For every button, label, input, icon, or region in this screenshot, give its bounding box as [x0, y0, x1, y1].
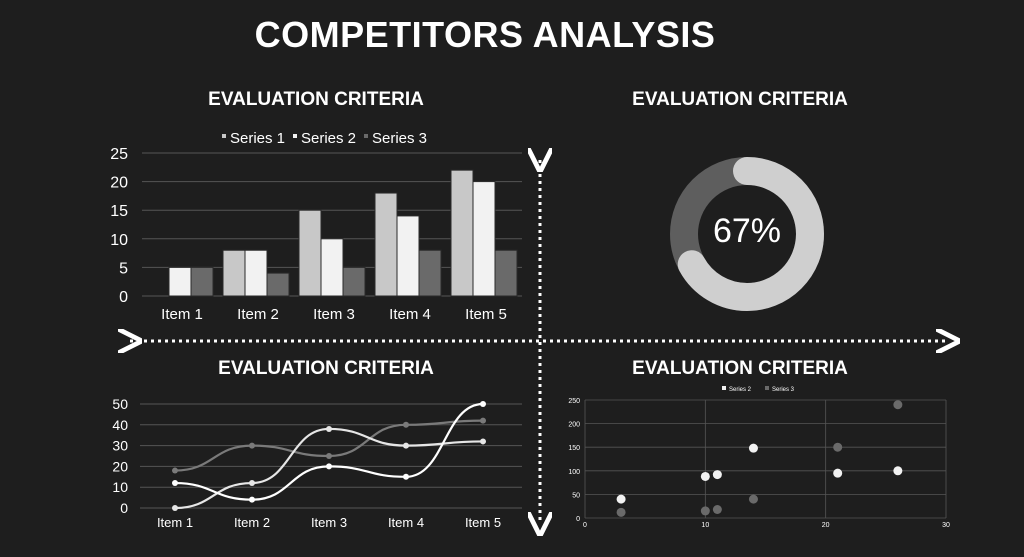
scatter-point-1-5: [833, 468, 843, 478]
scatter-point-1-3: [712, 470, 722, 480]
bar-2-1: [168, 266, 192, 297]
bar-3-2: [266, 272, 290, 297]
line-point-3-1: [172, 467, 178, 474]
scatter-y-tick-label: 50: [572, 492, 580, 499]
bar-legend-label: Series 2: [301, 130, 356, 147]
bar-1-4: [374, 192, 398, 297]
bar-chart-title: EVALUATION CRITERIA: [208, 89, 424, 110]
line-point-2-5: [480, 438, 486, 445]
bar-2-4: [396, 215, 420, 297]
line-x-tick-label: Item 3: [311, 515, 347, 530]
bar-1-5: [450, 169, 474, 297]
scatter-point-2-4: [748, 494, 758, 504]
scatter-point-2-2: [700, 506, 710, 516]
scatter-point-1-4: [748, 443, 758, 453]
scatter-y-tick-label: 250: [568, 398, 580, 405]
gauge-chart-title: EVALUATION CRITERIA: [632, 89, 848, 110]
bar-2-5: [472, 181, 496, 297]
line-y-tick-label: 40: [112, 417, 128, 433]
bar-y-tick-label: 5: [119, 260, 128, 277]
line-point-3-2: [249, 442, 255, 449]
bar-x-tick-label: Item 4: [389, 306, 431, 323]
bar-1-3: [298, 209, 322, 297]
line-point-1-3: [326, 463, 332, 470]
line-x-tick-label: Item 2: [234, 515, 270, 530]
bar-legend-label: Series 1: [230, 130, 285, 147]
scatter-point-1-1: [616, 494, 626, 504]
bar-x-tick-label: Item 5: [465, 306, 507, 323]
bar-y-tick-label: 15: [110, 203, 128, 220]
scatter-legend-label: Series 3: [772, 387, 795, 393]
line-point-1-5: [480, 401, 486, 407]
bar-1-2: [222, 249, 246, 297]
bar-y-tick-label: 20: [110, 175, 128, 192]
line-point-1-4: [403, 473, 409, 480]
scatter-x-tick-label: 10: [701, 522, 709, 529]
line-y-tick-label: 20: [112, 458, 128, 474]
line-chart: 0 10 20 30 40 50 Item 1 Item 2 Item 3 Item 4 Item …: [112, 396, 522, 530]
line-point-1-2: [249, 496, 255, 503]
line-y-tick-label: 50: [112, 396, 128, 412]
bar-legend-marker: [364, 134, 368, 138]
bar-2-2: [244, 249, 268, 297]
scatter-point-2-5: [833, 442, 843, 452]
line-x-tick-label: Item 5: [465, 515, 501, 530]
line-x-tick-label: Item 4: [388, 515, 424, 530]
line-y-tick-label: 30: [112, 438, 128, 454]
scatter-y-tick-label: 100: [568, 469, 580, 476]
bar-3-4: [418, 249, 442, 297]
scatter-point-2-6: [893, 400, 903, 410]
line-x-tick-label: Item 1: [157, 515, 193, 530]
bar-legend-marker: [222, 134, 226, 138]
scatter-x-tick-label: 0: [583, 522, 587, 529]
scatter-x-tick-label: 30: [942, 522, 950, 529]
scatter-point-1-6: [893, 466, 903, 476]
bar-3-5: [494, 249, 518, 297]
scatter-y-tick-label: 150: [568, 445, 580, 452]
scatter-point-1-2: [700, 471, 710, 481]
bar-3-1: [190, 266, 214, 297]
line-chart-title: EVALUATION CRITERIA: [218, 358, 434, 379]
scatter-legend-label: Series 2: [729, 387, 752, 393]
gauge-chart: [670, 157, 824, 311]
line-point-2-2: [249, 480, 255, 487]
scatter-chart: 0 50 100 150 200 250 0 10 20 30 Series 2 Series 3: [568, 386, 950, 529]
line-series-2: [174, 427, 484, 510]
bar-y-tick-label: 0: [119, 289, 128, 306]
line-series-1: [174, 402, 484, 501]
bar-3-3: [342, 266, 366, 297]
line-y-tick-label: 10: [112, 479, 128, 495]
line-point-2-3: [326, 425, 332, 432]
bar-legend-label: Series 3: [372, 130, 427, 147]
line-point-1-1: [172, 480, 178, 487]
line-y-tick-label: 0: [120, 500, 128, 516]
bar-y-tick-label: 10: [110, 232, 128, 249]
scatter-chart-title: EVALUATION CRITERIA: [632, 358, 848, 379]
bar-y-tick-label: 25: [110, 146, 128, 163]
bar-chart: 0 5 10 15 20 25 Item 1 Item 2 Item 3 Item 4 Item 5…: [110, 130, 522, 323]
bar-x-tick-label: Item 1: [161, 306, 203, 323]
scatter-legend-marker: [722, 386, 726, 390]
line-point-2-4: [403, 442, 409, 449]
bar-legend-marker: [293, 134, 297, 138]
gauge-value-arc: [670, 157, 824, 311]
line-point-3-3: [326, 453, 332, 459]
page-title: COMPETITORS ANALYSIS: [254, 14, 716, 55]
line-point-2-1: [172, 505, 178, 511]
scatter-x-tick-label: 20: [822, 522, 830, 529]
bar-x-tick-label: Item 2: [237, 306, 279, 323]
scatter-point-2-1: [616, 507, 626, 517]
bar-2-3: [320, 238, 344, 297]
bar-x-tick-label: Item 3: [313, 306, 355, 323]
line-point-3-5: [480, 417, 486, 424]
scatter-y-tick-label: 200: [568, 422, 580, 429]
scatter-y-tick-label: 0: [576, 516, 580, 523]
line-point-3-4: [403, 421, 409, 428]
gauge-value-label: 67%: [712, 212, 782, 250]
scatter-legend-marker: [765, 386, 769, 390]
scatter-point-2-3: [712, 505, 722, 515]
